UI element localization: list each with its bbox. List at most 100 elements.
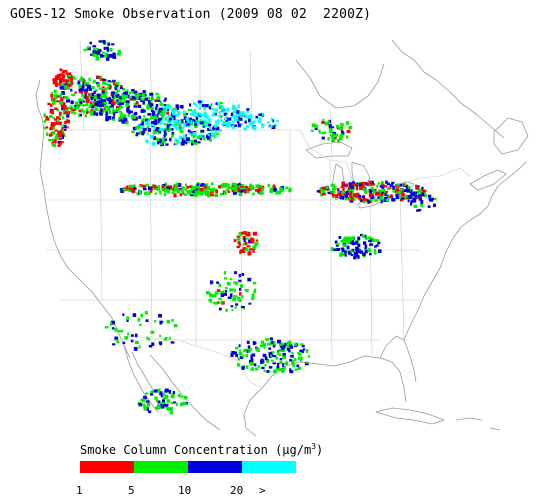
nova-scotia-coastline [469,169,507,191]
smoke-pixel [50,122,55,126]
smoke-pixel [241,272,245,276]
smoke-pixel [163,99,166,102]
smoke-pixel [230,112,234,117]
smoke-pixel [187,120,191,124]
smoke-pixel [106,97,110,101]
smoke-pixel [347,241,351,245]
smoke-pixel [88,88,92,91]
smoke-pixel [362,252,366,256]
smoke-pixel [334,240,338,244]
smoke-pixel [351,236,355,240]
smoke-pixel [127,114,131,117]
smoke-pixel [364,236,368,240]
smoke-pixel [159,103,164,106]
smoke-pixel [349,191,353,195]
smoke-pixel [252,120,256,124]
smoke-pixel [369,243,374,246]
smoke-pixel [214,291,219,295]
smoke-pixel [190,119,193,124]
smoke-pixel [370,193,374,197]
smoke-pixel [64,69,68,73]
smoke-pixel [183,136,186,140]
smoke-pixel [385,190,388,194]
smoke-pixel [230,293,233,298]
smoke-pixel [170,341,175,344]
smoke-pixel [174,186,177,191]
smoke-pixel [371,238,376,243]
smoke-pixel [218,106,221,110]
smoke-pixel [195,122,199,127]
smoke-pixel [179,193,182,197]
smoke-pixel [225,188,229,192]
smoke-pixel [278,349,283,352]
smoke-pixel [101,89,106,94]
smoke-pixel [166,109,170,111]
smoke-pixel [210,129,213,132]
smoke-pixel [330,126,335,129]
smoke-pixel [262,343,267,347]
smoke-pixel [217,119,220,123]
smoke-pixel [107,85,110,88]
smoke-pixel [195,116,198,120]
smoke-pixel [157,140,160,145]
smoke-pixel [48,133,52,137]
smoke-pixel [82,110,86,113]
smoke-pixel [177,111,181,115]
smoke-pixel [119,96,123,100]
smoke-pixel [145,183,149,187]
smoke-pixel [59,68,63,72]
smoke-pixel [177,141,181,145]
smoke-pixel [74,91,77,94]
smoke-pixel [112,343,116,346]
smoke-pixel [70,88,73,92]
smoke-pixel [262,353,267,358]
smoke-pixel [154,118,157,123]
smoke-pixel [321,193,326,196]
smoke-pixel [204,114,209,118]
smoke-pixel [418,194,421,198]
smoke-pixel [189,122,193,126]
smoke-pixel [144,121,148,125]
smoke-pixel [270,117,273,122]
smoke-pixel [166,403,169,406]
smoke-pixel [234,306,237,309]
labrador-coastline [391,39,505,139]
smoke-pixel [108,85,112,89]
smoke-pixel [241,295,244,299]
smoke-pixel [292,363,295,367]
smoke-pixel [158,130,161,134]
smoke-pixel [103,46,106,50]
smoke-pixel [240,231,244,235]
smoke-pixel [321,136,325,140]
smoke-pixel [264,356,268,361]
smoke-pixel [222,290,225,294]
smoke-pixel [200,134,204,137]
smoke-pixel [355,240,359,245]
smoke-pixel [116,106,120,110]
smoke-pixel [362,186,365,189]
smoke-pixel [145,392,149,395]
smoke-pixel [85,95,89,100]
smoke-pixel [131,91,135,94]
smoke-pixel [106,54,110,57]
smoke-pixel [112,99,115,103]
smoke-pixel [189,112,194,116]
smoke-pixel [92,104,97,108]
smoke-pixel [246,190,250,194]
smoke-pixel [340,130,344,134]
smoke-pixel [247,349,251,353]
smoke-pixel [56,108,60,112]
smoke-pixel [337,139,340,143]
smoke-pixel [150,123,154,127]
smoke-pixel [112,55,117,59]
smoke-pixel [148,128,151,132]
smoke-pixel [131,186,136,190]
smoke-pixel [143,403,146,408]
smoke-pixel [186,186,190,189]
smoke-pixel [81,99,84,102]
smoke-pixel [92,50,97,54]
smoke-pixel [232,120,235,124]
smoke-pixel [331,189,336,194]
smoke-pixel [289,359,293,362]
smoke-pixel [234,183,238,187]
